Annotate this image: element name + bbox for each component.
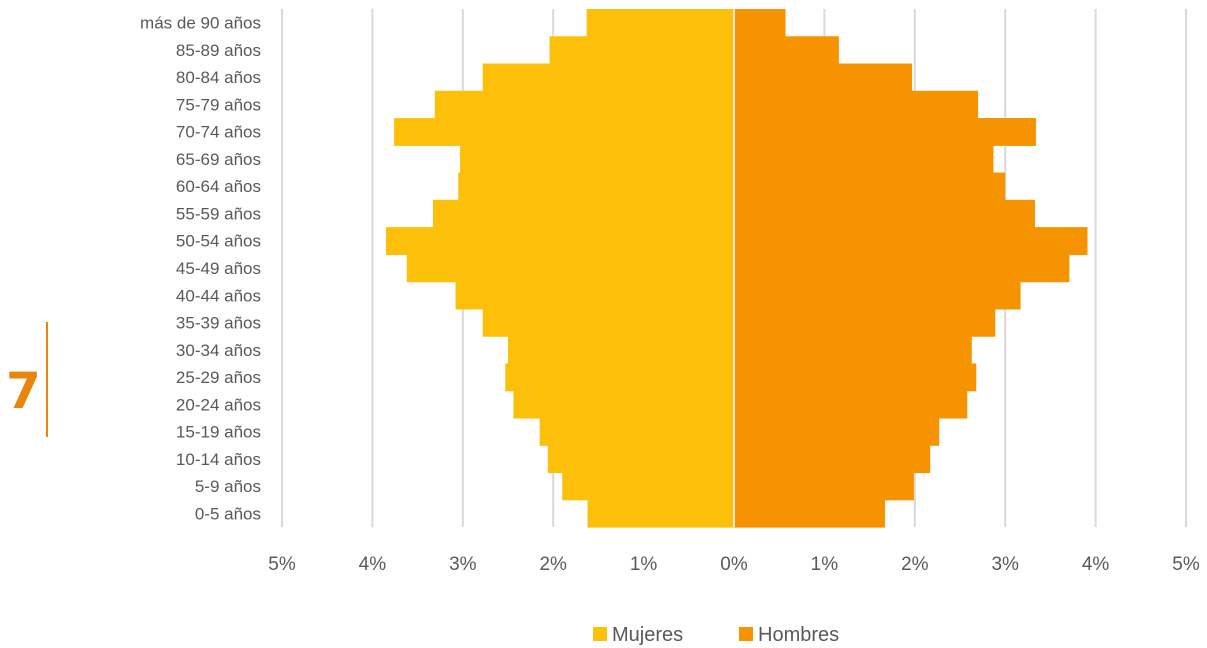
category-label: 75-79 años [176, 95, 261, 114]
bar-mujeres-6 [508, 336, 734, 365]
category-label: 30-34 años [176, 341, 261, 360]
bar-mujeres-9 [406, 254, 734, 283]
category-label: 15-19 años [176, 423, 261, 442]
x-tick-label: 4% [359, 554, 387, 575]
x-tick-label: 5% [1172, 554, 1200, 575]
bar-hombres-6 [734, 336, 972, 365]
legend-label-hombres: Hombres [758, 624, 839, 646]
legend-label-mujeres: Mujeres [612, 624, 683, 646]
legend-swatch-hombres [739, 627, 753, 641]
page-number-divider [46, 322, 48, 437]
category-label: 50-54 años [176, 232, 261, 251]
bar-hombres-8 [734, 281, 1021, 310]
bar-hombres-12 [734, 172, 1006, 201]
category-label: 65-69 años [176, 150, 261, 169]
bar-hombres-2 [734, 445, 931, 474]
bar-mujeres-11 [432, 199, 734, 228]
bars [385, 9, 1088, 528]
bar-mujeres-16 [482, 63, 734, 92]
legend: Mujeres Hombres [593, 624, 839, 646]
bar-hombres-11 [734, 199, 1036, 228]
category-label: 55-59 años [176, 204, 261, 223]
x-tick-label: 5% [268, 554, 296, 575]
category-label: más de 90 años [140, 14, 261, 33]
x-tick-label: 3% [991, 554, 1019, 575]
bar-hombres-0 [734, 499, 885, 528]
category-label: 0-5 años [195, 504, 261, 523]
bar-mujeres-5 [505, 363, 734, 392]
bar-hombres-13 [734, 145, 994, 174]
bar-hombres-14 [734, 118, 1036, 146]
bar-hombres-4 [734, 390, 968, 419]
bar-mujeres-12 [458, 172, 734, 201]
category-label: 60-64 años [176, 177, 261, 196]
bar-hombres-17 [734, 36, 839, 65]
bar-mujeres-0 [587, 499, 734, 528]
x-tick-label: 4% [1082, 554, 1110, 575]
bar-hombres-10 [734, 227, 1088, 255]
bar-hombres-7 [734, 308, 996, 337]
x-tick-label: 1% [630, 554, 658, 575]
bar-hombres-1 [734, 472, 914, 501]
bar-mujeres-14 [394, 118, 734, 146]
bar-mujeres-8 [455, 281, 734, 310]
x-tick-label: 0% [720, 554, 748, 575]
bar-hombres-15 [734, 90, 979, 119]
bar-hombres-5 [734, 363, 977, 392]
bar-mujeres-3 [539, 417, 734, 446]
category-label: 45-49 años [176, 259, 261, 278]
category-labels: 0-5 años 5-9 años 10-14 años 15-19 años 20-2… [140, 14, 261, 524]
bar-mujeres-17 [549, 36, 734, 65]
bar-mujeres-18 [586, 9, 734, 37]
bar-hombres-16 [734, 63, 913, 92]
category-label: 85-89 años [176, 41, 261, 60]
category-label: 25-29 años [176, 368, 261, 387]
x-tick-label: 2% [539, 554, 567, 575]
category-label: 80-84 años [176, 68, 261, 87]
bar-mujeres-7 [482, 308, 734, 337]
bar-mujeres-15 [434, 90, 734, 119]
category-label: 20-24 años [176, 395, 261, 414]
bar-mujeres-10 [385, 227, 734, 255]
bar-mujeres-2 [547, 445, 734, 474]
page-number: 7 [6, 362, 41, 420]
category-label: 35-39 años [176, 314, 261, 333]
category-label: 40-44 años [176, 286, 261, 305]
bar-hombres-3 [734, 417, 940, 446]
legend-swatch-mujeres [593, 627, 607, 641]
category-label: 10-14 años [176, 450, 261, 469]
category-label: 5-9 años [195, 477, 261, 496]
x-tick-labels: 5% 4% 3% 2% 1% 0% 1% 2% 3% 4% 5% [268, 554, 1200, 575]
bar-mujeres-13 [460, 145, 734, 174]
x-tick-label: 3% [449, 554, 477, 575]
x-tick-label: 2% [901, 554, 929, 575]
x-tick-label: 1% [811, 554, 839, 575]
bar-mujeres-4 [513, 390, 734, 419]
category-label: 70-74 años [176, 123, 261, 142]
bar-hombres-9 [734, 254, 1070, 283]
bar-mujeres-1 [562, 472, 734, 501]
bar-hombres-18 [734, 9, 786, 37]
